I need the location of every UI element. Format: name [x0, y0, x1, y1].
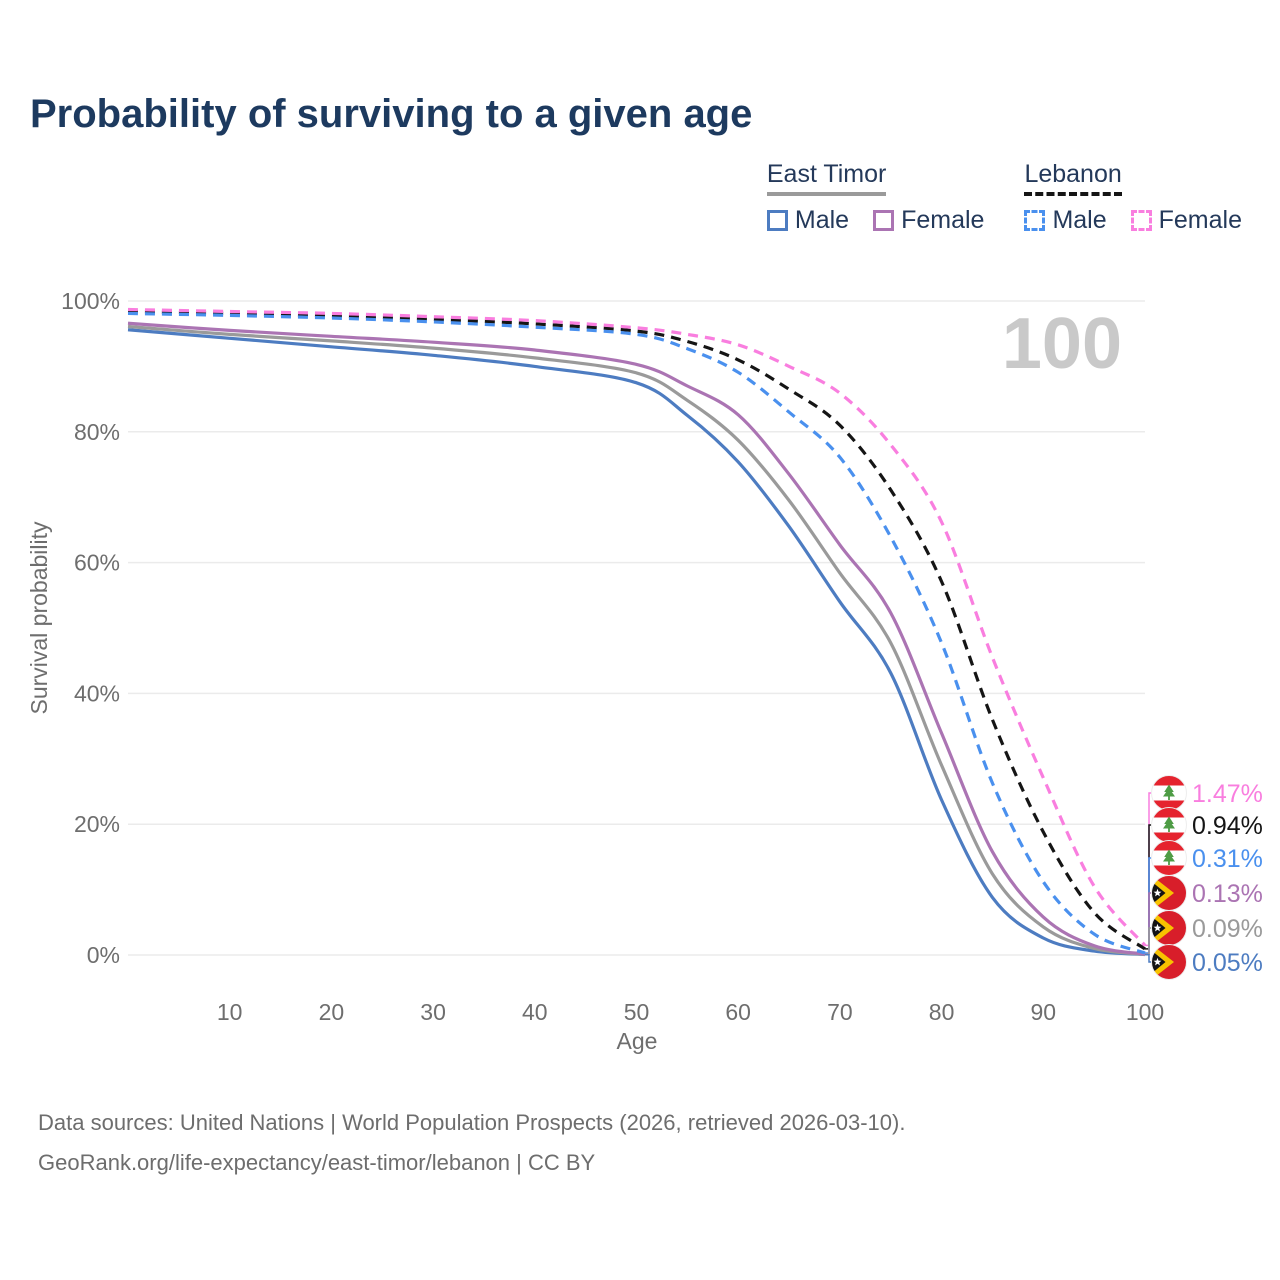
x-tick-label-20: 20: [319, 999, 345, 1025]
legend-item-lebanon-female[interactable]: Female: [1130, 206, 1242, 235]
gridlines: [128, 300, 1145, 956]
footer-source-line: Data sources: United Nations | World Pop…: [38, 1110, 906, 1135]
series-line-east-timor-male[interactable]: [127, 328, 1146, 957]
series-line-east-timor-female[interactable]: [127, 321, 1146, 956]
y-tick-label-100: 100%: [61, 288, 120, 314]
legend-item-label: Female: [1158, 206, 1242, 234]
legend-item-label: Male: [1052, 206, 1107, 234]
end-label-leaders: [1145, 792, 1152, 963]
series-line-lebanon-male[interactable]: [127, 311, 1146, 955]
x-tick-label-40: 40: [522, 999, 548, 1025]
legend-group-lebanon: Lebanon Male Female: [1024, 160, 1242, 235]
end-label-value: 1.47%: [1192, 780, 1263, 808]
y-tick-label-20: 20%: [74, 811, 120, 837]
series-line-east-timor-both-sexes[interactable]: [127, 324, 1146, 956]
y-axis-ticks: 0% 20% 40% 60% 80% 100%: [61, 288, 120, 968]
x-axis-label: Age: [617, 1028, 658, 1054]
end-label-value: 0.05%: [1192, 949, 1263, 977]
end-labels: 1.47% 0.94% 0.31% 0.13% 0.09% 0.05%: [1151, 775, 1263, 980]
x-tick-label-100: 100: [1126, 999, 1164, 1025]
end-label-lebanon-both-sexes: 0.94%: [1151, 807, 1263, 843]
legend-checkbox-icon[interactable]: [1024, 210, 1046, 231]
end-label-value: 0.94%: [1192, 812, 1263, 840]
x-tick-label-50: 50: [624, 999, 650, 1025]
legend-checkbox-icon[interactable]: [766, 210, 788, 231]
leader-line-east-timor-both-sexes: [1145, 927, 1152, 956]
y-tick-label-0: 0%: [87, 942, 120, 968]
chart-title: Probability of surviving to a given age: [30, 92, 753, 136]
x-tick-label-80: 80: [929, 999, 955, 1025]
legend-checkbox-icon[interactable]: [1130, 210, 1152, 231]
series-line-lebanon-female[interactable]: [127, 307, 1147, 947]
legend-item-east-timor-male[interactable]: Male: [766, 206, 850, 235]
y-axis-label: Survival probability: [26, 521, 52, 715]
legend-item-lebanon-male[interactable]: Male: [1024, 206, 1107, 235]
age-watermark: 100: [1002, 304, 1122, 384]
flag-ring: [1151, 944, 1187, 980]
end-label-value: 0.31%: [1192, 845, 1263, 873]
legend-country-label: East Timor: [766, 160, 887, 196]
leader-line-east-timor-male: [1145, 953, 1152, 963]
series-lines: [127, 307, 1147, 957]
end-label-value: 0.13%: [1192, 880, 1263, 908]
end-label-east-timor-female: 0.13%: [1151, 875, 1263, 911]
legend: East Timor Male Female Lebanon Male Female: [766, 160, 1242, 235]
x-tick-label-30: 30: [420, 999, 446, 1025]
y-tick-label-60: 60%: [74, 550, 120, 576]
x-axis-ticks: 10 20 30 40 50 60 70 80 90 100: [217, 999, 1164, 1025]
x-tick-label-90: 90: [1031, 999, 1057, 1025]
series-line-lebanon-both-sexes[interactable]: [127, 309, 1146, 951]
x-tick-label-60: 60: [725, 999, 751, 1025]
footer-url-line: GeoRank.org/life-expectancy/east-timor/l…: [38, 1150, 596, 1175]
end-label-lebanon-male: 0.31%: [1151, 840, 1263, 876]
end-label-east-timor-both-sexes: 0.09%: [1151, 910, 1263, 946]
legend-item-label: Female: [901, 206, 985, 234]
y-tick-label-80: 80%: [74, 419, 120, 445]
legend-country-label: Lebanon: [1024, 160, 1122, 196]
end-label-value: 0.09%: [1192, 915, 1263, 943]
legend-checkbox-icon[interactable]: [873, 210, 895, 231]
footer: Data sources: United Nations | World Pop…: [38, 1103, 905, 1183]
legend-item-east-timor-female[interactable]: Female: [873, 206, 984, 235]
x-tick-label-10: 10: [217, 999, 243, 1025]
x-tick-label-70: 70: [827, 999, 853, 1025]
end-label-lebanon-female: 1.47%: [1151, 775, 1263, 811]
legend-group-east-timor: East Timor Male Female: [766, 160, 984, 235]
y-tick-label-40: 40%: [74, 680, 120, 706]
end-label-east-timor-male: 0.05%: [1151, 944, 1263, 980]
legend-item-label: Male: [794, 206, 850, 234]
